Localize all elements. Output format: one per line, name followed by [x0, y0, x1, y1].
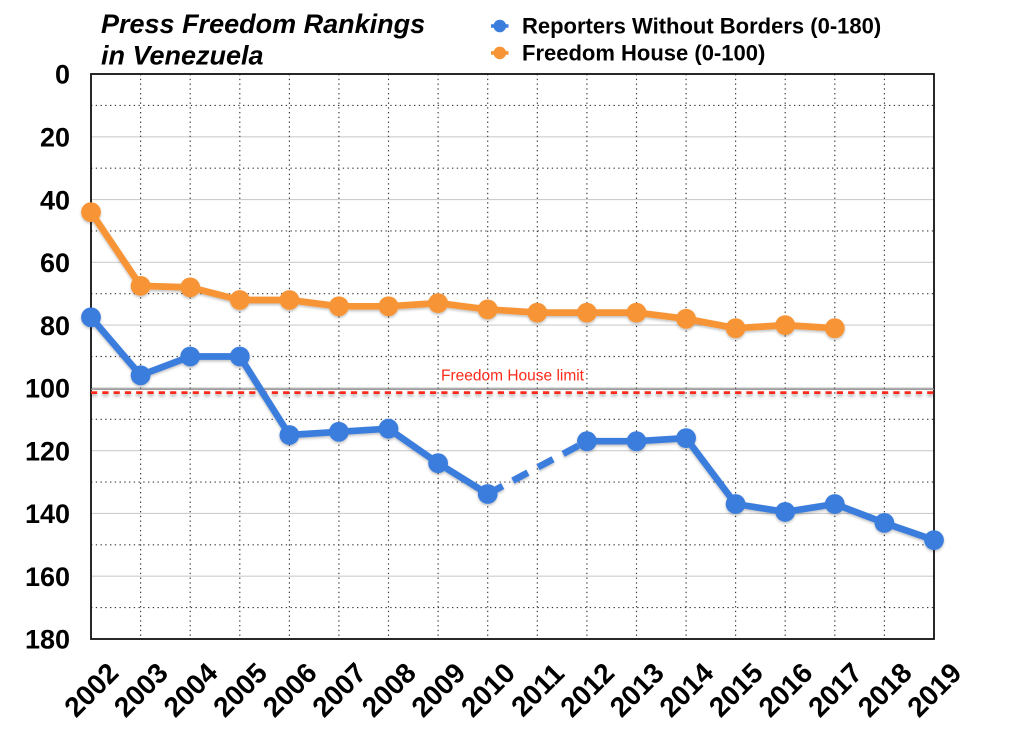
svg-text:2019: 2019	[901, 657, 967, 723]
svg-text:40: 40	[40, 185, 70, 215]
svg-text:2011: 2011	[505, 657, 570, 722]
svg-text:2007: 2007	[306, 657, 372, 723]
svg-text:2013: 2013	[604, 657, 670, 723]
svg-text:2012: 2012	[554, 657, 620, 723]
svg-text:180: 180	[25, 625, 70, 655]
svg-text:2008: 2008	[356, 657, 422, 723]
svg-text:0: 0	[55, 60, 70, 90]
svg-text:in Venezuela: in Venezuela	[101, 41, 264, 71]
svg-text:100: 100	[25, 374, 70, 404]
svg-text:Press Freedom Rankings: Press Freedom Rankings	[101, 9, 425, 39]
svg-text:120: 120	[25, 436, 70, 466]
svg-text:2015: 2015	[703, 657, 769, 723]
svg-text:2002: 2002	[58, 657, 124, 723]
svg-text:2003: 2003	[108, 657, 174, 723]
svg-text:Reporters Without Borders (0-1: Reporters Without Borders (0-180)	[522, 13, 881, 38]
svg-text:2005: 2005	[207, 657, 273, 723]
svg-text:2018: 2018	[852, 657, 918, 723]
svg-text:140: 140	[25, 499, 70, 529]
svg-text:2017: 2017	[802, 657, 868, 723]
svg-text:20: 20	[40, 123, 70, 153]
svg-text:2010: 2010	[455, 657, 521, 723]
svg-text:Freedom House (0-100): Freedom House (0-100)	[522, 41, 765, 66]
svg-text:2004: 2004	[158, 657, 224, 723]
svg-text:2016: 2016	[753, 657, 819, 723]
svg-text:Freedom House limit: Freedom House limit	[441, 368, 585, 385]
svg-text:60: 60	[40, 248, 70, 278]
svg-text:2009: 2009	[405, 657, 471, 723]
svg-text:2006: 2006	[257, 657, 323, 723]
svg-text:2014: 2014	[653, 657, 719, 723]
svg-text:160: 160	[25, 562, 70, 592]
svg-text:80: 80	[40, 311, 70, 341]
